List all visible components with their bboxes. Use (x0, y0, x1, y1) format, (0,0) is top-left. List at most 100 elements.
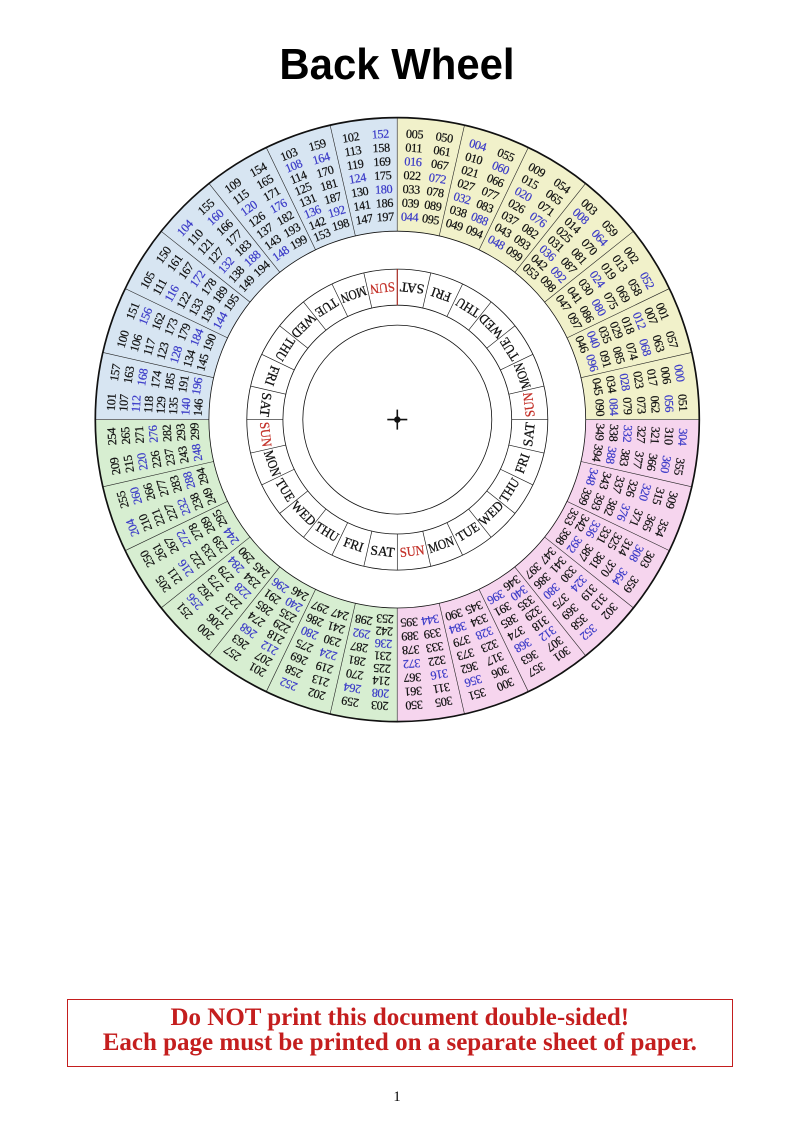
svg-text:354: 354 (652, 518, 672, 539)
svg-text:157: 157 (107, 363, 124, 383)
svg-text:022: 022 (403, 168, 421, 183)
svg-text:315: 315 (649, 486, 667, 507)
svg-text:044: 044 (401, 209, 419, 224)
svg-text:SUN: SUN (399, 542, 425, 560)
svg-text:106: 106 (127, 333, 145, 354)
svg-text:203: 203 (371, 698, 389, 713)
svg-text:293: 293 (173, 423, 188, 441)
svg-text:056: 056 (661, 394, 676, 412)
svg-text:107: 107 (116, 394, 131, 412)
svg-text:023: 023 (630, 370, 647, 390)
svg-text:018: 018 (618, 315, 638, 336)
svg-text:248: 248 (189, 443, 206, 463)
svg-text:174: 174 (148, 370, 165, 390)
svg-text:226: 226 (148, 450, 165, 470)
svg-text:029: 029 (607, 319, 627, 340)
svg-text:376: 376 (614, 502, 634, 523)
svg-text:131: 131 (297, 191, 318, 211)
svg-text:113: 113 (343, 143, 362, 160)
svg-text:253: 253 (376, 611, 394, 626)
svg-text:062: 062 (648, 395, 663, 413)
svg-text:147: 147 (355, 211, 375, 228)
svg-text:280: 280 (299, 623, 320, 643)
svg-text:213: 213 (310, 672, 331, 690)
svg-text:033: 033 (402, 182, 420, 197)
svg-text:221: 221 (148, 507, 168, 528)
svg-text:050: 050 (435, 129, 455, 146)
svg-text:333: 333 (425, 639, 445, 656)
svg-text:283: 283 (167, 474, 185, 495)
svg-text:095: 095 (421, 211, 441, 228)
svg-text:027: 027 (456, 176, 477, 194)
svg-text:348: 348 (583, 466, 601, 487)
svg-text:367: 367 (403, 670, 421, 685)
svg-text:046: 046 (572, 333, 592, 354)
svg-text:270: 270 (345, 666, 365, 683)
svg-text:254: 254 (104, 427, 119, 445)
svg-text:005: 005 (406, 127, 424, 142)
svg-text:298: 298 (354, 611, 374, 628)
svg-text:247: 247 (330, 605, 351, 623)
svg-text:184: 184 (187, 326, 207, 347)
svg-text:323: 323 (479, 636, 500, 656)
svg-text:181: 181 (319, 176, 340, 194)
svg-text:038: 038 (448, 202, 469, 220)
svg-text:356: 356 (463, 672, 484, 690)
svg-text:123: 123 (154, 340, 172, 361)
svg-text:304: 304 (675, 428, 690, 446)
svg-text:350: 350 (405, 698, 423, 713)
svg-text:175: 175 (374, 168, 392, 183)
svg-text:151: 151 (123, 300, 143, 321)
svg-text:249: 249 (200, 486, 220, 507)
svg-text:227: 227 (161, 501, 181, 522)
svg-text:382: 382 (601, 497, 621, 518)
svg-text:128: 128 (167, 344, 185, 365)
svg-text:084: 084 (606, 398, 621, 416)
svg-text:365: 365 (639, 512, 659, 533)
svg-text:103: 103 (278, 145, 299, 165)
svg-text:039: 039 (401, 196, 419, 211)
svg-text:322: 322 (427, 653, 447, 670)
svg-text:090: 090 (592, 399, 607, 417)
svg-text:275: 275 (294, 636, 315, 656)
svg-text:163: 163 (121, 365, 138, 385)
svg-text:072: 072 (428, 170, 448, 187)
svg-text:220: 220 (134, 452, 151, 472)
svg-text:063: 063 (649, 333, 667, 354)
svg-text:372: 372 (403, 656, 421, 671)
svg-text:237: 237 (161, 447, 178, 467)
svg-text:124: 124 (348, 170, 368, 187)
svg-text:383: 383 (616, 448, 633, 468)
svg-text:083: 083 (474, 196, 495, 216)
svg-text:316: 316 (430, 666, 450, 683)
svg-text:378: 378 (402, 642, 420, 657)
svg-text:238: 238 (187, 491, 207, 512)
svg-text:366: 366 (644, 452, 661, 472)
svg-text:345: 345 (463, 598, 484, 618)
svg-text:004: 004 (467, 136, 488, 154)
svg-text:259: 259 (340, 693, 360, 710)
svg-text:045: 045 (589, 377, 606, 397)
svg-text:SUN: SUN (520, 392, 538, 418)
svg-text:159: 159 (307, 136, 328, 154)
svg-text:225: 225 (373, 661, 391, 676)
svg-text:327: 327 (634, 425, 649, 443)
svg-text:145: 145 (193, 352, 211, 373)
svg-text:077: 077 (479, 184, 500, 204)
svg-text:001: 001 (653, 301, 673, 322)
svg-text:073: 073 (634, 396, 649, 414)
svg-text:351: 351 (467, 685, 488, 703)
svg-text:395: 395 (400, 615, 418, 630)
svg-text:384: 384 (448, 619, 469, 637)
svg-text:265: 265 (118, 427, 133, 445)
svg-text:349: 349 (592, 423, 607, 441)
svg-text:338: 338 (606, 424, 621, 442)
svg-text:196: 196 (189, 376, 206, 396)
svg-text:277: 277 (153, 478, 171, 499)
svg-text:135: 135 (166, 397, 181, 415)
svg-text:089: 089 (423, 197, 443, 214)
svg-text:390: 390 (444, 605, 465, 623)
svg-text:399: 399 (575, 486, 595, 507)
svg-text:091: 091 (596, 349, 614, 370)
svg-text:214: 214 (372, 673, 390, 688)
